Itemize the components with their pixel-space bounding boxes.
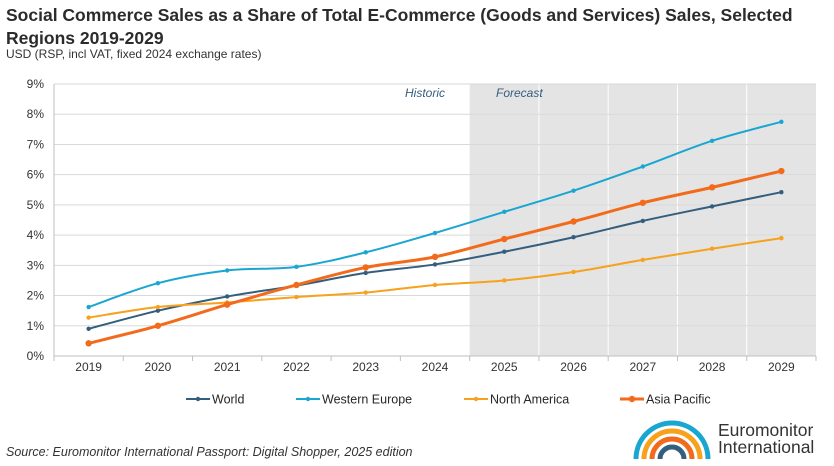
data-point-western-europe: [571, 188, 576, 193]
data-point-north-america: [640, 257, 646, 263]
legend-label-asia-pacific: Asia Pacific: [646, 393, 711, 407]
data-point-world: [502, 249, 507, 254]
source-note: Source: Euromonitor International Passpo…: [6, 445, 413, 459]
data-point-world: [571, 235, 576, 240]
data-point-asia-pacific: [501, 235, 508, 243]
data-point-asia-pacific: [362, 264, 369, 271]
y-tick-label: 6%: [27, 168, 45, 182]
x-tick-label: 2028: [699, 360, 726, 374]
x-axis-ticks: 2019 2020 2021 2022 2023 2024 2025 2026 2027 2028…: [53, 356, 817, 374]
data-point-north-america: [502, 278, 507, 283]
data-point-western-europe: [502, 209, 507, 215]
y-tick-label: 7%: [27, 137, 45, 151]
y-tick-label: 5%: [27, 198, 45, 212]
data-point-world: [709, 204, 715, 209]
data-point-asia-pacific: [570, 218, 577, 225]
data-point-western-europe: [86, 304, 91, 310]
y-tick-label: 2%: [27, 289, 45, 303]
data-point-world: [779, 189, 784, 195]
data-point-western-europe: [224, 268, 230, 273]
x-tick-label: 2025: [491, 360, 518, 374]
legend-marker-north-america: [473, 396, 479, 402]
euromonitor-logo: Euromonitor International: [630, 417, 830, 461]
series-lines: [85, 119, 785, 347]
gridlines: [54, 83, 816, 327]
legend: World Western Europe North America Asia Pac…: [186, 393, 711, 407]
data-point-north-america: [709, 246, 715, 251]
legend-label-western-europe: Western Europe: [322, 393, 412, 407]
data-point-western-europe: [363, 250, 368, 255]
x-tick-label: 2027: [629, 360, 656, 374]
legend-marker-world: [195, 396, 201, 402]
y-tick-label: 4%: [27, 228, 45, 242]
logo-arcs-icon: [633, 420, 711, 460]
chart-subtitle: USD (RSP, incl VAT, fixed 2024 exchange …: [6, 47, 262, 61]
data-point-north-america: [779, 235, 784, 241]
data-point-western-europe: [155, 280, 161, 286]
x-tick-label: 2020: [145, 360, 172, 374]
data-point-asia-pacific: [293, 281, 300, 289]
x-tick-label: 2019: [75, 360, 102, 374]
logo-line-1: Euromonitor: [718, 420, 814, 440]
data-point-north-america: [155, 304, 161, 310]
legend-marker-western-europe: [305, 396, 311, 402]
data-point-north-america: [363, 290, 368, 295]
x-tick-label: 2021: [214, 360, 241, 374]
data-point-asia-pacific: [85, 340, 92, 347]
y-tick-label: 8%: [27, 107, 45, 121]
data-point-north-america: [86, 315, 91, 320]
x-tick-label: 2022: [283, 360, 310, 374]
y-axis-ticks: 0% 1% 2% 3% 4% 5% 6% 7% 8% 9%: [27, 77, 45, 363]
x-tick-label: 2023: [352, 360, 379, 374]
data-point-world: [224, 294, 230, 299]
legend-marker-asia-pacific: [628, 395, 636, 403]
y-tick-label: 9%: [27, 77, 45, 91]
data-point-north-america: [571, 269, 576, 275]
y-tick-label: 3%: [27, 258, 45, 272]
data-point-world: [640, 218, 646, 224]
line-chart: 0% 1% 2% 3% 4% 5% 6% 7% 8% 9% 2019 2020 2021 2022 202…: [27, 77, 817, 407]
data-point-asia-pacific: [431, 253, 439, 261]
data-point-asia-pacific: [778, 167, 785, 175]
data-point-asia-pacific: [154, 322, 162, 329]
y-tick-label: 0%: [27, 349, 45, 363]
logo-line-2: International: [718, 437, 815, 457]
data-point-western-europe: [432, 230, 438, 236]
data-point-western-europe: [294, 264, 299, 270]
data-point-world: [432, 262, 438, 267]
data-point-western-europe: [779, 119, 784, 124]
data-point-asia-pacific: [223, 301, 231, 308]
data-point-asia-pacific: [708, 184, 716, 191]
data-point-world: [363, 270, 368, 276]
x-tick-label: 2029: [768, 360, 795, 374]
data-point-western-europe: [709, 138, 715, 144]
axes: [53, 84, 816, 357]
historic-label: Historic: [405, 86, 445, 100]
data-point-north-america: [432, 282, 438, 288]
data-point-world: [155, 308, 161, 313]
data-point-north-america: [294, 294, 299, 300]
data-point-western-europe: [640, 164, 646, 169]
chart-title: Social Commerce Sales as a Share of Tota…: [6, 5, 793, 48]
legend-label-world: World: [212, 393, 244, 407]
forecast-label: Forecast: [496, 86, 543, 100]
data-point-world: [86, 326, 91, 331]
data-point-asia-pacific: [639, 199, 647, 206]
y-tick-label: 1%: [27, 319, 45, 333]
legend-label-north-america: North America: [490, 393, 569, 407]
x-tick-label: 2024: [422, 360, 449, 374]
x-tick-label: 2026: [560, 360, 587, 374]
